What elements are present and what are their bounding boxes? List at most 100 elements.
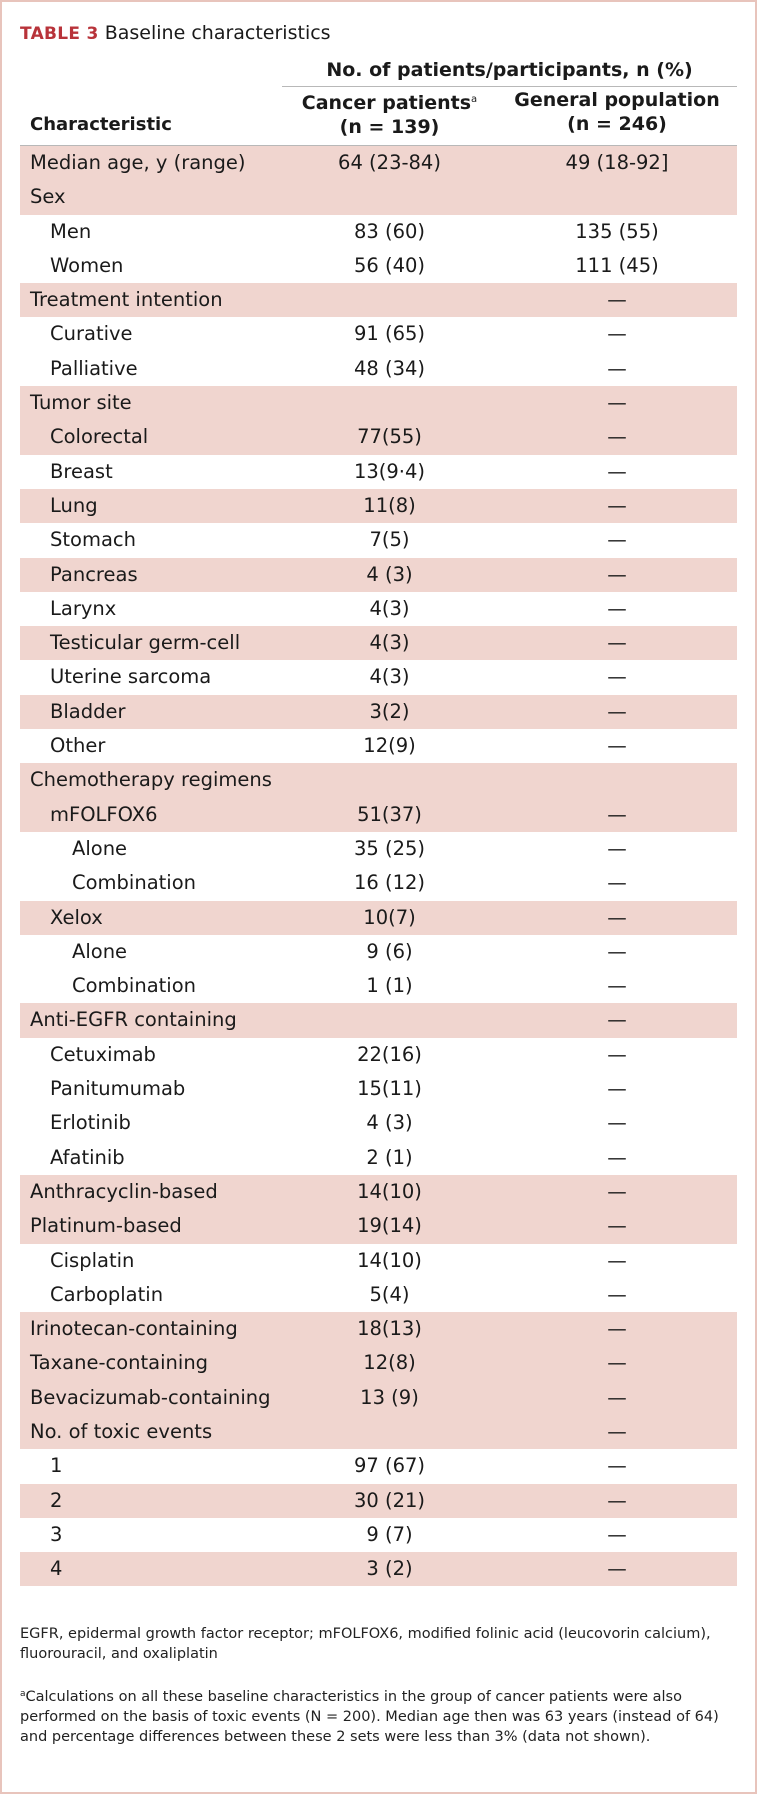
cell-cancer: 48 (34) bbox=[353, 356, 426, 380]
cell-cancer: 13 (9) bbox=[360, 1385, 419, 1409]
row-label: Breast bbox=[50, 459, 113, 483]
row-label: Xelox bbox=[50, 905, 103, 929]
table-row: Breast 13(9·4) — bbox=[20, 455, 737, 489]
row-label: Women bbox=[50, 253, 124, 277]
table-row: Combination 1 (1) — bbox=[20, 969, 737, 1003]
row-label: Carboplatin bbox=[50, 1282, 164, 1306]
cell-general: — bbox=[607, 596, 627, 620]
table-row: Erlotinib 4 (3) — bbox=[20, 1106, 737, 1140]
cell-cancer: 12(8) bbox=[363, 1351, 416, 1375]
cell-general: 49 (18-92] bbox=[565, 151, 669, 174]
table-row: Colorectal 77(55) — bbox=[20, 420, 737, 455]
table-row: Anti-EGFR containing — bbox=[20, 1003, 737, 1038]
cell-cancer: 3(2) bbox=[369, 699, 410, 723]
table-label: TABLE 3 bbox=[20, 24, 99, 44]
cell-cancer: 4 (3) bbox=[366, 1111, 413, 1135]
row-label: Testicular germ-cell bbox=[50, 631, 241, 655]
row-label: Cetuximab bbox=[50, 1042, 156, 1066]
table-body: Median age, y (range) 64 (23-84) 49 (18-92… bbox=[20, 146, 737, 1587]
cell-general: — bbox=[607, 1557, 627, 1581]
cell-cancer: 56 (40) bbox=[353, 253, 426, 277]
cell-general: — bbox=[607, 939, 627, 963]
cell-cancer: 30 (21) bbox=[353, 1488, 426, 1512]
table-row: Pancreas 4 (3) — bbox=[20, 557, 737, 592]
cell-general: — bbox=[607, 1385, 627, 1409]
table-row: Other 12(9) — bbox=[20, 729, 737, 763]
cell-general: — bbox=[607, 562, 627, 586]
row-label: Tumor site bbox=[30, 391, 132, 415]
cell-cancer: 11(8) bbox=[363, 493, 416, 517]
row-label: Curative bbox=[50, 322, 133, 346]
column-header-cancer-n: (n = 139) bbox=[339, 116, 440, 138]
span-header-rule bbox=[282, 86, 737, 87]
footnote-marker: a bbox=[471, 94, 478, 105]
table-row: Sex bbox=[20, 180, 737, 215]
cell-cancer: 1 (1) bbox=[366, 974, 413, 998]
row-label: Treatment intention bbox=[30, 288, 223, 312]
cell-general: — bbox=[607, 1488, 627, 1512]
column-header-cancer: Cancer patientsa (n = 139) bbox=[282, 88, 497, 139]
table-row: Panitumumab 15(11) — bbox=[20, 1072, 737, 1106]
span-header: No. of patients/participants, n (%) bbox=[326, 59, 693, 81]
table-row: Bladder 3(2) — bbox=[20, 694, 737, 730]
table-row: Stomach 7(5) — bbox=[20, 523, 737, 557]
cell-cancer: 3 (2) bbox=[366, 1557, 413, 1581]
cell-general: — bbox=[607, 322, 627, 346]
row-label: Panitumumab bbox=[50, 1077, 186, 1101]
table-row: Larynx 4(3) — bbox=[20, 592, 737, 626]
row-label: Colorectal bbox=[50, 425, 149, 449]
cell-general: — bbox=[607, 528, 627, 552]
row-label: 2 bbox=[50, 1488, 63, 1512]
cell-general: — bbox=[607, 1454, 627, 1478]
table-row: 3 9 (7) — bbox=[20, 1518, 737, 1552]
row-label: Sex bbox=[30, 185, 66, 209]
cell-general: — bbox=[607, 1522, 627, 1546]
table-row: Alone 35 (25) — bbox=[20, 832, 737, 866]
cell-cancer: 83 (60) bbox=[353, 219, 426, 243]
cell-general: — bbox=[607, 1351, 627, 1375]
cell-cancer: 7(5) bbox=[369, 528, 410, 552]
cell-cancer: 64 (23-84) bbox=[338, 151, 441, 174]
cell-cancer: 16 (12) bbox=[353, 871, 426, 895]
table-row: Curative 91 (65) — bbox=[20, 317, 737, 351]
row-label: Combination bbox=[72, 871, 196, 895]
table-title: TABLE 3 Baseline characteristics bbox=[20, 19, 331, 48]
cell-general: — bbox=[607, 1008, 627, 1032]
cell-cancer: 10(7) bbox=[363, 905, 416, 929]
cell-cancer: 19(14) bbox=[357, 1214, 422, 1238]
row-label: Median age, y (range) bbox=[30, 151, 246, 174]
cell-cancer: 91 (65) bbox=[353, 322, 426, 346]
table-row: mFOLFOX6 51(37) — bbox=[20, 797, 737, 832]
cell-cancer: 22(16) bbox=[357, 1042, 422, 1066]
footnote-abbreviations: EGFR, epidermal growth factor receptor; … bbox=[20, 1626, 711, 1662]
table-row: Cetuximab 22(16) — bbox=[20, 1038, 737, 1072]
cell-general: 135 (55) bbox=[575, 219, 659, 243]
table-row: No. of toxic events — bbox=[20, 1414, 737, 1450]
column-header-general: General population (n = 246) bbox=[497, 88, 737, 136]
cell-general: — bbox=[607, 459, 627, 483]
cell-general: — bbox=[607, 802, 627, 826]
cell-cancer: 9 (6) bbox=[366, 939, 413, 963]
column-header-cancer-label: Cancer patients bbox=[301, 92, 472, 114]
table-row: Lung 11(8) — bbox=[20, 488, 737, 524]
row-label: Anthracyclin-based bbox=[30, 1179, 218, 1203]
table-row: Platinum-based 19(14) — bbox=[20, 1209, 737, 1244]
table-row: Irinotecan-containing 18(13) — bbox=[20, 1312, 737, 1347]
table-row: Xelox 10(7) — bbox=[20, 900, 737, 935]
table-row: 1 97 (67) — bbox=[20, 1449, 737, 1483]
cell-cancer: 4 (3) bbox=[366, 562, 413, 586]
row-label: 4 bbox=[50, 1557, 63, 1581]
footnote-a-text: Calculations on all these baseline chara… bbox=[20, 1689, 719, 1745]
row-label: Afatinib bbox=[50, 1145, 125, 1169]
row-label: Erlotinib bbox=[50, 1111, 131, 1135]
footnote-a: aCalculations on all these baseline char… bbox=[20, 1684, 732, 1747]
row-label: Bladder bbox=[50, 699, 126, 723]
table-row: Testicular germ-cell 4(3) — bbox=[20, 626, 737, 661]
cell-general: — bbox=[607, 493, 627, 517]
table-row: Bevacizumab-containing 13 (9) — bbox=[20, 1380, 737, 1415]
cell-general: — bbox=[607, 699, 627, 723]
row-label: 1 bbox=[50, 1454, 63, 1478]
row-label: Stomach bbox=[50, 528, 136, 552]
row-label: Chemotherapy regimens bbox=[30, 768, 272, 792]
